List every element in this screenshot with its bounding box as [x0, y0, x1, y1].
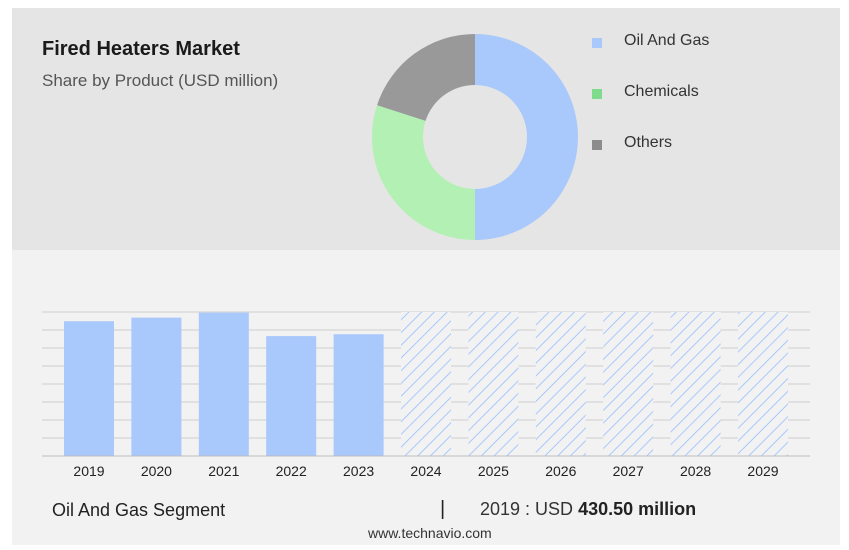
donut-slice-others [377, 34, 475, 121]
legend-item-chemicals: Chemicals [592, 83, 792, 105]
donut-slice-chemicals [372, 105, 475, 240]
x-tick-label: 2026 [545, 463, 576, 479]
x-tick-label: 2020 [141, 463, 172, 479]
x-tick-label: 2023 [343, 463, 374, 479]
legend-label: Oil And Gas [624, 32, 710, 49]
segment-label: Oil And Gas Segment [52, 500, 226, 520]
donut-chart [372, 34, 578, 240]
source-link[interactable]: www.technavio.com [368, 525, 492, 541]
segment-value-amount: 430.50 million [578, 499, 697, 519]
legend-label: Others [624, 134, 673, 151]
legend-item-others: Others [592, 134, 792, 156]
chart-title: Fired Heaters Market [42, 38, 240, 60]
legend-item-oil-and-gas: Oil And Gas [592, 32, 792, 54]
x-tick-label: 2021 [208, 463, 239, 479]
segment-value-prefix: 2019 : USD [480, 499, 574, 519]
legend-swatch-oil-and-gas [592, 38, 602, 48]
legend-swatch-chemicals [592, 89, 602, 99]
forecast-bar-2029 [738, 312, 788, 456]
footer-separator: | [440, 498, 446, 520]
bar-2023 [333, 334, 384, 456]
x-tick-label: 2024 [410, 463, 441, 479]
forecast-bar-2028 [670, 312, 721, 456]
legend-swatch-others [592, 140, 602, 150]
chart-subtitle: Share by Product (USD million) [42, 71, 279, 90]
legend-label: Chemicals [624, 83, 699, 100]
bar-2019 [64, 321, 114, 456]
x-tick-label: 2019 [73, 463, 104, 479]
forecast-bar-2025 [468, 312, 519, 456]
x-tick-label: 2029 [747, 463, 778, 479]
forecast-bar-2026 [535, 312, 586, 456]
bar-2021 [198, 312, 249, 456]
donut-slice-oil-and-gas [475, 34, 578, 240]
bar-2022 [266, 336, 317, 456]
bottom-panel: 2019 2020 2021 2022 2023 2024 2025 2026 2027 2028… [12, 250, 840, 545]
segment-value: 2019 : USD 430.50 million [480, 499, 696, 520]
x-tick-label: 2027 [613, 463, 644, 479]
forecast-bar-2027 [603, 312, 654, 456]
bar-chart: 2019 2020 2021 2022 2023 2024 2025 2026 2027 2028… [42, 311, 810, 479]
forecast-bar-2024 [401, 312, 451, 456]
x-tick-label: 2025 [478, 463, 509, 479]
top-panel: Fired Heaters Market Share by Product (U… [12, 8, 840, 250]
bar-2020 [131, 317, 182, 456]
x-tick-label: 2022 [276, 463, 307, 479]
x-tick-label: 2028 [680, 463, 711, 479]
